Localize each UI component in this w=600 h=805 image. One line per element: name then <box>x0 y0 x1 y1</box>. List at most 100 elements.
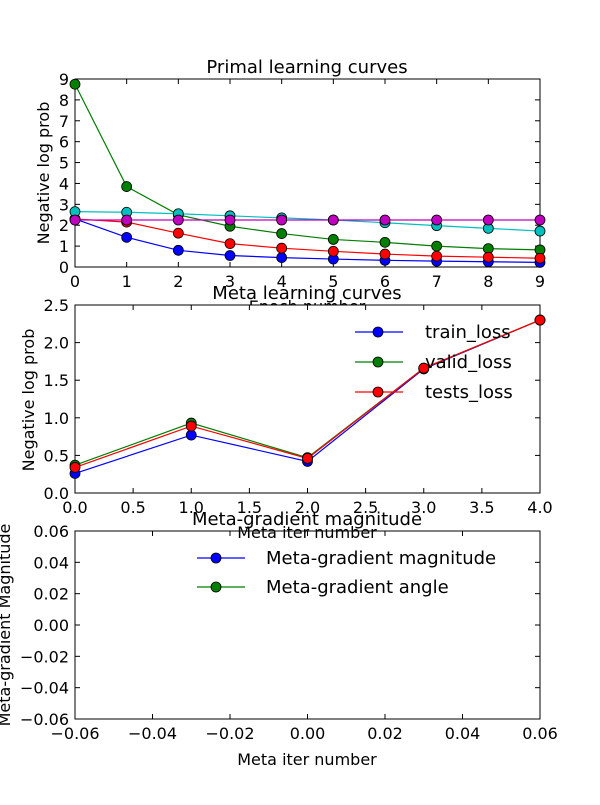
meta-point-2 <box>69 462 81 473</box>
metagrad-ticks: −0.06 −0.04 −0.02 0.00 0.02 0.04 0.06 −0.06 −0.0… <box>20 522 558 743</box>
primal-point-2 <box>431 250 443 262</box>
primal-series <box>69 78 546 268</box>
meta-point-2 <box>534 314 546 326</box>
metagrad-ylabel: Meta-gradient Magnitude <box>0 524 14 727</box>
meta-xlabel: Meta iter number <box>237 523 377 542</box>
primal-xtick-label: 7 <box>432 272 442 291</box>
primal-ylabel: Negative log prob <box>34 102 53 245</box>
metagrad-ytick-label: −0.04 <box>20 679 69 698</box>
primal-point-4 <box>69 214 81 226</box>
primal-xtick-label: 5 <box>328 272 338 291</box>
metagrad-xtick-label: −0.06 <box>50 724 99 743</box>
primal-point-2 <box>172 227 184 239</box>
meta-point-2 <box>418 362 430 374</box>
metagrad-title: Meta-gradient magnitude <box>192 509 422 530</box>
metagrad-legend-marker-magnitude <box>210 552 222 564</box>
primal-point-0 <box>224 250 236 261</box>
primal-point-1 <box>379 236 391 248</box>
primal-point-1 <box>327 234 339 245</box>
primal-point-4 <box>224 214 236 226</box>
primal-point-2 <box>379 248 391 260</box>
primal-xtick-label: 1 <box>122 272 132 291</box>
primal-ytick-label: 5 <box>59 154 69 173</box>
primal-xtick-label: 0 <box>70 272 80 291</box>
meta-ytick-label: 0.0 <box>44 484 69 503</box>
primal-point-4 <box>327 214 339 226</box>
primal-point-2 <box>224 238 236 250</box>
metagrad-ytick-label: 0.04 <box>33 553 69 572</box>
metagrad-ytick-label: 0.06 <box>33 522 69 541</box>
metagrad-legend-label-angle: Meta-gradient angle <box>266 577 449 598</box>
primal-point-0 <box>172 244 184 256</box>
primal-ytick-label: 8 <box>59 91 69 110</box>
metagrad-ytick-label: 0.00 <box>33 616 69 635</box>
meta-xtick-label: 2.0 <box>295 498 320 517</box>
primal-series-line-0 <box>74 218 541 264</box>
metagrad-ytick-label: −0.06 <box>20 710 69 729</box>
primal-ytick-label: 6 <box>59 133 69 152</box>
meta-ylabel: Negative log prob <box>19 329 38 472</box>
primal-xtick-label: 9 <box>535 272 545 291</box>
meta-legend-marker-valid <box>372 356 384 368</box>
primal-point-2 <box>276 242 288 254</box>
meta-ticks: 0.0 0.5 1.0 1.5 2.0 2.5 3.0 3.5 4.0 0.0 0.5 1.0 1.5 2… <box>44 296 553 517</box>
meta-point-2 <box>302 453 313 464</box>
primal-xtick-label: 2 <box>173 272 183 291</box>
metagrad-xlabel: Meta iter number <box>237 750 377 769</box>
metagrad-xtick-label: 0.06 <box>522 724 558 743</box>
metagrad-xtick-label: 0.02 <box>367 724 403 743</box>
meta-legend-label-valid: valid_loss <box>425 352 512 373</box>
primal-point-1 <box>69 78 81 90</box>
meta-xtick-label: 0.5 <box>120 498 145 517</box>
meta-ytick-label: 0.5 <box>44 446 69 465</box>
metagrad-legend-marker-angle <box>210 581 222 593</box>
meta-ytick-label: 2.5 <box>44 296 69 315</box>
primal-point-4 <box>482 214 494 226</box>
meta-xtick-label: 1.0 <box>179 498 204 517</box>
primal-series-line-1 <box>74 83 541 251</box>
primal-point-0 <box>276 252 288 264</box>
meta-xtick-label: 0.0 <box>62 498 87 517</box>
meta-legend: train_loss valid_loss tests_loss <box>355 322 513 403</box>
meta-legend-marker-train <box>372 326 384 338</box>
primal-title: Primal learning curves <box>206 57 407 78</box>
primal-ytick-label: 4 <box>59 174 69 193</box>
meta-ytick-label: 1.5 <box>44 371 69 390</box>
primal-xtick-label: 4 <box>277 272 287 291</box>
meta-chart: 0.0 0.5 1.0 1.5 2.0 2.5 3.0 3.5 4.0 0.0 0.5 1.0 1.5 2… <box>19 283 553 542</box>
meta-xtick-label: 3.5 <box>469 498 494 517</box>
metagrad-xtick-label: 0.04 <box>445 724 481 743</box>
primal-point-4 <box>534 214 546 226</box>
primal-point-4 <box>379 214 391 226</box>
meta-xtick-label: 1.5 <box>237 498 262 517</box>
primal-point-4 <box>276 214 288 226</box>
primal-series-line-3 <box>74 211 541 232</box>
meta-legend-label-train: train_loss <box>425 322 511 343</box>
primal-series-line-2 <box>74 218 541 259</box>
meta-series <box>69 314 546 479</box>
primal-ytick-label: 7 <box>59 112 69 131</box>
metagrad-ytick-label: −0.02 <box>20 647 69 666</box>
primal-ytick-label: 2 <box>59 216 69 235</box>
meta-legend-label-tests: tests_loss <box>425 382 513 403</box>
meta-title: Meta learning curves <box>212 283 401 304</box>
metagrad-legend: Meta-gradient magnitude Meta-gradient an… <box>197 548 496 598</box>
primal-xtick-label: 6 <box>380 272 390 291</box>
primal-ytick-label: 3 <box>59 195 69 214</box>
metagrad-xtick-label: −0.04 <box>128 724 177 743</box>
primal-plot-area <box>74 78 541 268</box>
primal-xtick-label: 8 <box>483 272 493 291</box>
primal-point-2 <box>327 245 339 257</box>
primal-ytick-label: 0 <box>59 258 69 277</box>
meta-ytick-label: 2.0 <box>44 334 69 353</box>
primal-point-3 <box>534 225 546 237</box>
primal-point-0 <box>121 231 133 243</box>
metagrad-chart: −0.06 −0.04 −0.02 0.00 0.02 0.04 0.06 −0.06 −0.0… <box>0 509 558 769</box>
primal-point-1 <box>431 240 443 252</box>
primal-ytick-label: 9 <box>59 70 69 89</box>
primal-point-1 <box>276 228 288 239</box>
primal-point-4 <box>121 214 133 226</box>
meta-ytick-label: 1.0 <box>44 409 69 428</box>
